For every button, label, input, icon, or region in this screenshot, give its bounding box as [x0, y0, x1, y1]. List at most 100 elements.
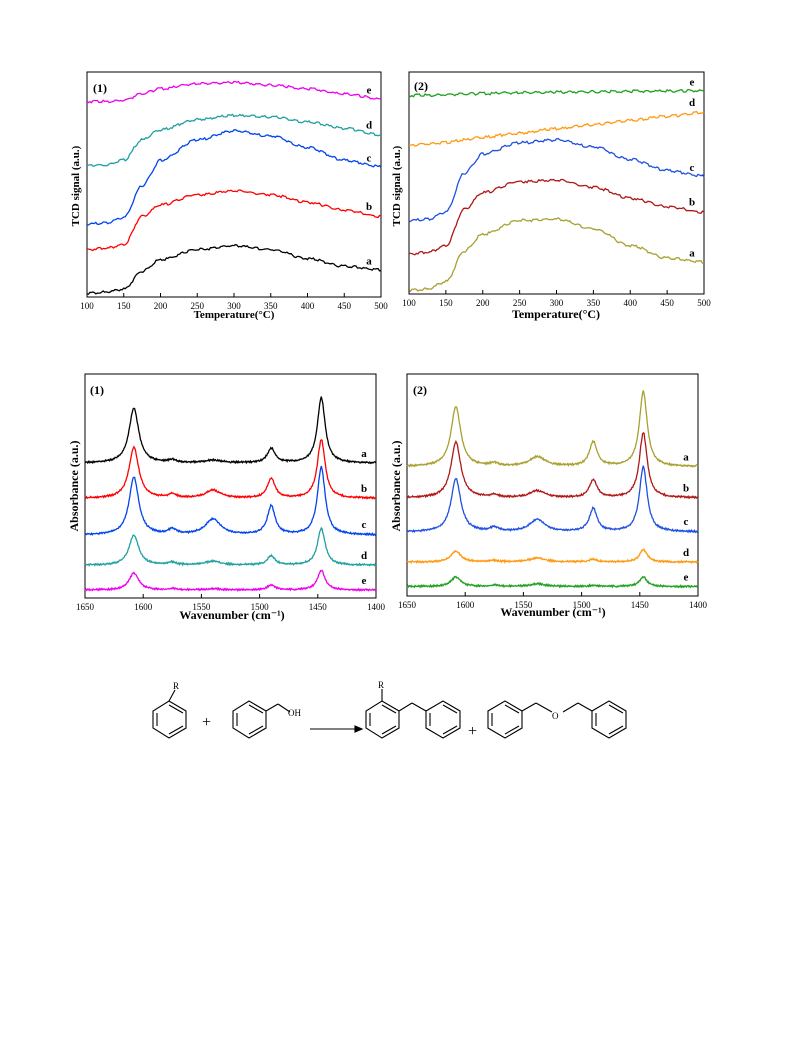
panel-label: (2) — [413, 383, 427, 397]
x-tick-label: 1450 — [309, 602, 328, 612]
plus-sign-1: + — [202, 714, 211, 731]
x-tick-group: 100 150 200 250 300 350 400 450 500 — [80, 293, 388, 311]
hydroxyl-label: OH — [288, 708, 301, 718]
series-label-c: c — [362, 519, 367, 531]
series-label-a: a — [689, 248, 695, 260]
series-label-c: c — [690, 162, 695, 174]
series-label-a: a — [361, 448, 367, 460]
series-line-b — [84, 438, 377, 500]
x-tick-group: 1650 1600 1550 1500 1450 1400 — [76, 594, 386, 612]
series-line-a — [406, 390, 699, 468]
series-label-b: b — [689, 197, 695, 209]
series-label-b: b — [683, 482, 689, 494]
series-label-e: e — [684, 571, 689, 583]
dibenzyl-ether: O — [487, 700, 627, 739]
x-tick-label: 1450 — [631, 600, 650, 610]
x-tick-label: 200 — [154, 301, 168, 311]
reaction-arrow — [310, 725, 364, 733]
plot-frame — [84, 373, 377, 599]
x-tick-label: 1650 — [76, 602, 95, 612]
tpd-panel-2: (2) a b c de 100 150 200 250 300 350 400 450 500 Te… — [391, 71, 711, 321]
x-tick-label: 1400 — [367, 602, 386, 612]
x-tick-group: 100 150 200 250 300 350 400 450 500 — [402, 290, 711, 308]
benzyl-alcohol: OH — [232, 700, 301, 739]
plus-sign-2: + — [468, 723, 477, 740]
x-tick-label: 350 — [264, 301, 278, 311]
x-tick-label: 250 — [191, 301, 205, 311]
series-label-b: b — [366, 201, 372, 213]
x-tick-label: 500 — [374, 301, 388, 311]
x-tick-label: 100 — [402, 298, 416, 308]
x-axis-label: Temperature(°C) — [194, 309, 275, 321]
x-tick-label: 1400 — [689, 600, 708, 610]
y-axis-label: Absorbance (a.u.) — [389, 440, 403, 531]
series-label-d: d — [366, 119, 372, 131]
x-tick-group: 1650 1600 1550 1500 1450 1400 — [398, 592, 708, 610]
series-label-d: d — [683, 547, 689, 559]
x-tick-label: 1550 — [514, 600, 533, 610]
series-label-e: e — [367, 85, 372, 97]
series-label-e: e — [690, 76, 695, 88]
series-line-c — [84, 465, 377, 537]
curve-group: a b c de — [408, 76, 705, 293]
y-axis-label: TCD signal (a.u.) — [391, 145, 403, 226]
x-tick-label: 300 — [550, 298, 564, 308]
series-line-b — [86, 189, 382, 252]
x-tick-label: 450 — [338, 301, 352, 311]
product-substituent-label: R — [378, 680, 384, 690]
curve-group: a b c d e — [84, 396, 377, 592]
y-axis-label: Absorbance (a.u.) — [67, 440, 81, 531]
x-tick-label: 1600 — [456, 600, 475, 610]
series-line-e — [86, 80, 382, 104]
series-line-b — [406, 432, 699, 500]
series-line-c — [86, 129, 382, 226]
series-label-a: a — [683, 451, 689, 463]
plot-frame — [406, 373, 699, 597]
diphenylmethane-product: R — [365, 680, 461, 739]
ether-oxygen-label: O — [552, 711, 559, 721]
series-label-c: c — [684, 516, 689, 528]
series-line-a — [408, 217, 705, 293]
series-line-e — [406, 575, 699, 589]
substituent-label: R — [173, 681, 179, 691]
plot-frame — [86, 71, 382, 298]
reaction-scheme: R + OH R — [152, 680, 627, 740]
x-tick-label: 1500 — [573, 600, 592, 610]
x-tick-label: 1650 — [398, 600, 417, 610]
ir-panel-1: (1) a b c d e 1650 1600 1550 1500 1450 1400 Waven… — [67, 373, 386, 622]
series-label-d: d — [689, 97, 695, 109]
panel-label: (1) — [93, 81, 107, 95]
x-tick-label: 450 — [660, 298, 674, 308]
series-line-e — [408, 88, 705, 98]
panel-label: (2) — [414, 79, 428, 93]
plot-frame — [408, 71, 705, 295]
x-tick-label: 150 — [439, 298, 453, 308]
series-line-d — [408, 110, 705, 147]
series-line-d — [86, 113, 382, 167]
substituted-benzene: R — [152, 681, 187, 739]
x-tick-label: 300 — [227, 301, 241, 311]
series-line-a — [86, 243, 382, 295]
x-axis-label: Wavenumber (cm⁻¹) — [500, 605, 605, 619]
series-label-a: a — [366, 256, 372, 268]
series-label-e: e — [362, 575, 367, 587]
x-tick-label: 1600 — [134, 602, 153, 612]
x-tick-label: 250 — [513, 298, 527, 308]
series-label-b: b — [361, 483, 367, 495]
x-tick-label: 350 — [587, 298, 601, 308]
series-line-b — [408, 178, 705, 256]
series-line-a — [84, 396, 377, 465]
x-tick-label: 150 — [117, 301, 131, 311]
series-line-d — [406, 548, 699, 565]
curve-group: a b c de — [406, 390, 699, 589]
panel-label: (1) — [90, 383, 104, 397]
x-axis-label: Wavenumber (cm⁻¹) — [179, 608, 284, 622]
x-axis-label: Temperature(°C) — [512, 307, 600, 321]
series-label-d: d — [361, 550, 367, 562]
tpd-panel-1: (1) a b c d e 100 150 200 250 300 350 400 450 500 Te… — [70, 71, 388, 321]
series-line-c — [408, 137, 705, 223]
x-tick-label: 1500 — [251, 602, 270, 612]
